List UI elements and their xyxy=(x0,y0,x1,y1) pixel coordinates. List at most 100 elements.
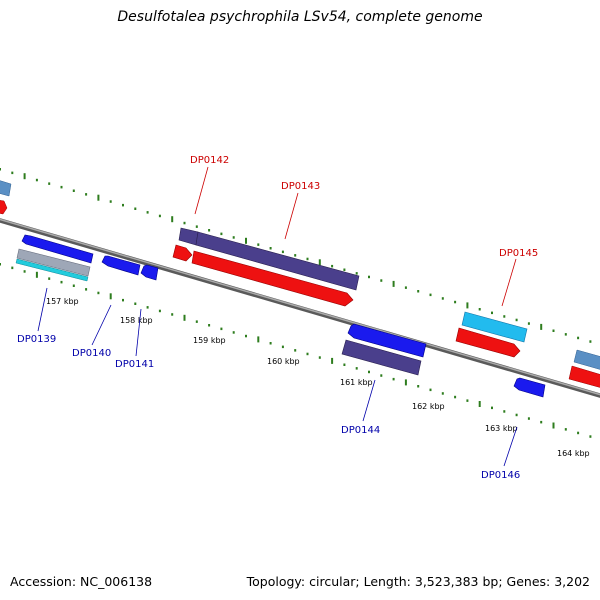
minor-tick xyxy=(0,168,1,171)
feature-dp0139-grey[interactable] xyxy=(16,248,91,277)
feature-partial-left-red[interactable] xyxy=(0,200,8,215)
minor-tick xyxy=(0,263,1,266)
minor-tick xyxy=(368,370,370,374)
gene-label-dp0142[interactable]: DP0142 xyxy=(190,155,229,166)
major-tick xyxy=(318,259,321,266)
minor-tick xyxy=(343,363,346,366)
minor-tick xyxy=(208,324,211,327)
minor-tick xyxy=(454,300,457,304)
minor-tick xyxy=(85,193,88,196)
major-tick xyxy=(257,336,260,343)
features xyxy=(0,180,600,398)
minor-tick xyxy=(294,349,297,352)
major-tick xyxy=(331,357,334,364)
gene-label-dp0144[interactable]: DP0144 xyxy=(341,425,380,436)
minor-tick xyxy=(564,428,567,431)
minor-tick xyxy=(60,280,63,284)
minor-tick xyxy=(564,333,567,336)
major-tick xyxy=(552,422,555,429)
gene-label-dp0146[interactable]: DP0146 xyxy=(481,470,520,481)
major-tick xyxy=(109,293,112,300)
minor-tick xyxy=(245,334,247,338)
minor-tick xyxy=(331,264,334,268)
minor-tick xyxy=(134,207,137,210)
minor-tick xyxy=(441,297,444,300)
minor-tick xyxy=(306,257,309,261)
minor-tick xyxy=(35,178,38,182)
minor-tick xyxy=(146,306,149,309)
minor-tick xyxy=(294,254,297,257)
minor-tick xyxy=(515,318,518,322)
feature-dp0139-cyan[interactable] xyxy=(15,258,89,282)
feature-dp0143-purple[interactable] xyxy=(195,231,360,291)
scale-label: 158 kbp xyxy=(120,316,153,325)
minor-tick xyxy=(527,417,530,420)
feature-dp0142-red[interactable] xyxy=(172,244,193,262)
major-tick xyxy=(245,237,247,244)
scale-label: 159 kbp xyxy=(193,336,226,345)
major-tick xyxy=(540,323,543,330)
major-tick xyxy=(466,302,469,309)
feature-dp0142-purple[interactable] xyxy=(178,227,199,246)
gene-label-dp0143[interactable]: DP0143 xyxy=(281,181,320,192)
minor-tick xyxy=(48,182,51,185)
gene-label-dp0141[interactable]: DP0141 xyxy=(115,359,154,370)
minor-tick xyxy=(503,410,506,413)
gene-label-dp0140[interactable]: DP0140 xyxy=(72,348,111,359)
minor-tick xyxy=(318,356,321,359)
major-tick xyxy=(23,173,26,180)
scale-label: 161 kbp xyxy=(340,378,373,387)
accession-label: Accession: NC_006138 xyxy=(10,574,153,589)
minor-tick xyxy=(429,293,432,297)
minor-tick xyxy=(466,399,469,402)
feature-dp0144-purple[interactable] xyxy=(341,339,422,376)
minor-tick xyxy=(72,284,75,287)
minor-tick xyxy=(491,311,493,315)
minor-tick xyxy=(417,290,420,293)
gene-label-dp0145[interactable]: DP0145 xyxy=(499,248,538,259)
leader-lines xyxy=(37,166,518,467)
map-title: Desulfotalea psychrophila LSv54, complet… xyxy=(117,9,483,25)
feature-partial-right-steel[interactable] xyxy=(573,349,600,370)
feature-partial-left-steel[interactable] xyxy=(0,180,12,197)
major-tick xyxy=(35,271,38,278)
scale-label: 157 kbp xyxy=(46,297,79,306)
topology-label: Topology: circular; Length: 3,523,383 bp… xyxy=(246,574,590,589)
minor-tick xyxy=(577,431,580,435)
minor-tick xyxy=(48,277,51,280)
minor-tick xyxy=(281,345,284,349)
genome-backbone xyxy=(0,218,600,398)
minor-tick xyxy=(109,200,112,203)
minor-tick xyxy=(355,367,358,370)
minor-tick xyxy=(355,272,358,275)
feature-dp0145-cyan[interactable] xyxy=(461,311,528,343)
major-tick xyxy=(478,401,481,407)
minor-tick xyxy=(195,225,198,228)
feature-dp0139-blue[interactable] xyxy=(21,234,94,264)
feature-dp0146-blue[interactable] xyxy=(513,377,546,398)
minor-tick xyxy=(368,275,370,279)
major-tick xyxy=(404,379,407,386)
minor-tick xyxy=(269,247,272,250)
feature-dp0145-red[interactable] xyxy=(455,327,521,358)
minor-tick xyxy=(392,377,395,381)
minor-tick xyxy=(97,291,100,295)
minor-tick xyxy=(454,395,457,399)
minor-tick xyxy=(158,309,161,313)
minor-tick xyxy=(257,243,260,246)
minor-tick xyxy=(134,302,137,305)
feature-partial-right-red[interactable] xyxy=(568,365,600,388)
minor-tick xyxy=(208,229,211,232)
minor-tick xyxy=(343,268,346,271)
minor-tick xyxy=(195,320,198,323)
feature-dp0143-red[interactable] xyxy=(191,250,354,307)
gene-label-dp0139[interactable]: DP0139 xyxy=(17,334,56,345)
upper-tick-track xyxy=(0,168,592,343)
feature-dp0144-blue[interactable] xyxy=(347,323,427,358)
feature-dp0141-blue[interactable] xyxy=(140,264,159,281)
feature-dp0140-blue[interactable] xyxy=(101,255,141,276)
minor-tick xyxy=(589,340,592,343)
lower-tick-track xyxy=(0,263,592,438)
major-tick xyxy=(392,280,395,287)
